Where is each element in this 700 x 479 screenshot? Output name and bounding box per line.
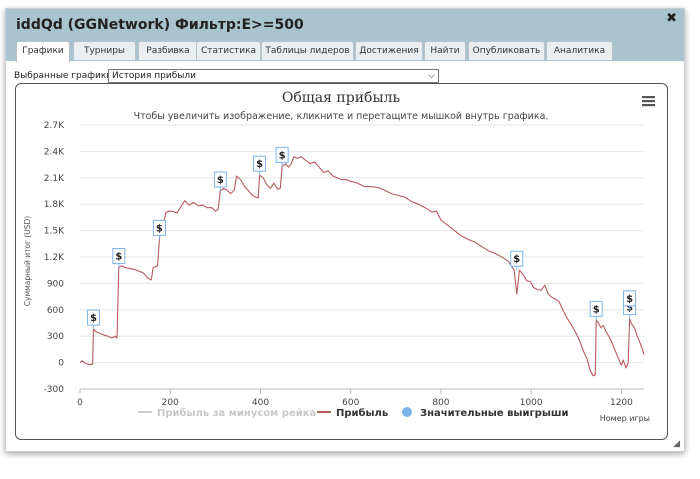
svg-text:$: $ bbox=[513, 254, 520, 265]
x-tick-label: 800 bbox=[432, 398, 449, 408]
x-tick-label: 600 bbox=[342, 398, 359, 408]
y-tick-label: 300 bbox=[47, 332, 64, 342]
x-tick-label: 400 bbox=[252, 398, 269, 408]
svg-text:$: $ bbox=[256, 159, 263, 170]
big-win-marker[interactable]: $ bbox=[213, 171, 227, 191]
tab-publish[interactable]: Опубликовать bbox=[468, 41, 545, 60]
chart-container: Общая прибыль Чтобы увеличить изображени… bbox=[15, 83, 668, 440]
svg-text:Прибыль: Прибыль bbox=[336, 407, 388, 419]
chart-subtitle: Чтобы увеличить изображение, кликните и … bbox=[134, 111, 549, 122]
x-tick-label: 0 bbox=[77, 398, 83, 408]
tab-tournaments[interactable]: Турниры bbox=[73, 41, 136, 60]
resize-handle-icon[interactable]: ◢ bbox=[673, 439, 680, 449]
svg-text:$: $ bbox=[217, 175, 224, 186]
tab-find[interactable]: Найти bbox=[424, 41, 466, 60]
legend-item-profit-minus-rake[interactable]: Прибыль за минусом рейка bbox=[138, 407, 316, 419]
legend-item-profit[interactable]: Прибыль bbox=[317, 407, 388, 419]
svg-text:$: $ bbox=[626, 294, 633, 305]
big-win-marker[interactable]: $ bbox=[152, 219, 166, 240]
profit-series-line bbox=[79, 156, 645, 377]
statistics-dialog: iddQd (GGNetwork) Фильтр:E>=500 ✖ График… bbox=[5, 8, 685, 452]
tab-leaderboards[interactable]: Таблицы лидеров bbox=[261, 41, 354, 60]
y-tick-label: 1.2K bbox=[44, 253, 65, 263]
tab-achievements[interactable]: Достижения bbox=[355, 41, 423, 60]
big-win-marker[interactable]: $ bbox=[510, 250, 524, 271]
chart-selector-label: Выбранные графики: bbox=[14, 71, 116, 81]
x-tick-label: 200 bbox=[162, 398, 179, 408]
big-win-marker[interactable]: $ bbox=[275, 146, 289, 167]
y-tick-label: 900 bbox=[47, 279, 64, 289]
x-axis-label: Номер игры bbox=[600, 414, 650, 423]
big-win-marker[interactable]: $ bbox=[253, 155, 267, 176]
svg-text:$: $ bbox=[156, 223, 163, 234]
svg-text:Прибыль за минусом рейка: Прибыль за минусом рейка bbox=[157, 407, 316, 419]
y-tick-label: 2.1K bbox=[44, 174, 65, 184]
big-win-marker[interactable]: $ bbox=[87, 309, 101, 330]
profit-chart[interactable]: Общая прибыль Чтобы увеличить изображени… bbox=[16, 84, 667, 439]
chart-selector-dropdown[interactable]: История прибыли ⌵ bbox=[108, 69, 439, 83]
svg-text:$: $ bbox=[90, 313, 97, 324]
y-tick-label: 1.5K bbox=[44, 227, 65, 237]
chart-selector-value: История прибыли bbox=[112, 71, 196, 81]
hamburger-icon[interactable] bbox=[642, 96, 655, 107]
x-tick-label: 1200 bbox=[610, 398, 633, 408]
y-tick-label: 2.4K bbox=[44, 147, 65, 157]
tab-breakdown[interactable]: Разбивка bbox=[138, 41, 198, 60]
x-tick-label: 1000 bbox=[520, 398, 543, 408]
big-win-marker[interactable]: $ bbox=[589, 300, 603, 321]
chart-title: Общая прибыль bbox=[282, 90, 401, 106]
y-axis-label: Суммарный итог (USD) bbox=[23, 216, 32, 307]
y-tick-label: 600 bbox=[47, 306, 64, 316]
svg-text:Значительные выигрыши: Значительные выигрыши bbox=[420, 408, 569, 419]
y-tick-label: 2.7K bbox=[44, 121, 65, 131]
title-bar: iddQd (GGNetwork) Фильтр:E>=500 ✖ График… bbox=[6, 9, 684, 62]
big-win-marker[interactable]: $ bbox=[623, 290, 637, 310]
y-tick-label: -300 bbox=[44, 385, 65, 395]
legend-item-big-wins[interactable]: Значительные выигрыши bbox=[402, 407, 569, 419]
svg-text:$: $ bbox=[593, 304, 600, 315]
tab-charts[interactable]: Графики bbox=[16, 41, 70, 62]
chevron-down-icon: ⌵ bbox=[428, 71, 435, 81]
tab-statistics[interactable]: Статистика bbox=[196, 41, 261, 60]
svg-text:$: $ bbox=[279, 150, 286, 161]
big-win-marker[interactable]: $ bbox=[112, 248, 126, 268]
y-tick-label: 1.8K bbox=[44, 200, 65, 210]
svg-text:$: $ bbox=[115, 252, 122, 263]
close-icon[interactable]: ✖ bbox=[666, 11, 677, 26]
tab-analytics[interactable]: Аналитика bbox=[546, 41, 613, 60]
dialog-title: iddQd (GGNetwork) Фильтр:E>=500 bbox=[16, 17, 304, 33]
y-tick-label: 0 bbox=[58, 359, 64, 369]
